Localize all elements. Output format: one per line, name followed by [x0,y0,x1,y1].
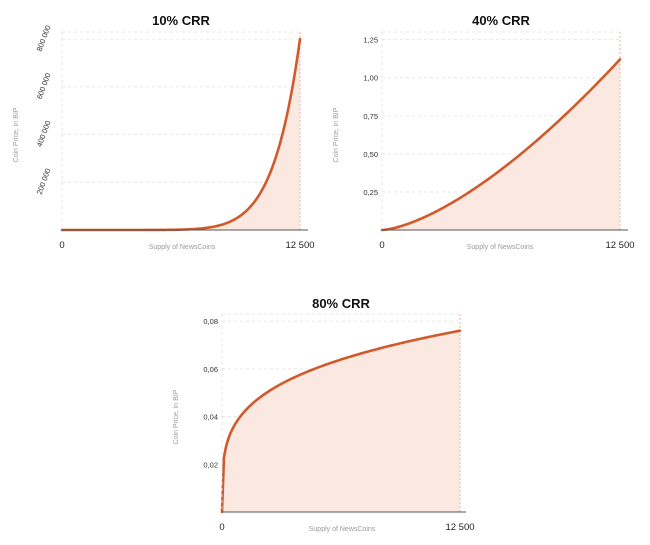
y-axis-label: Coin Price, in BIP [13,107,20,162]
x-tick-label: 0 [59,240,64,251]
y-tick-label: 0,02 [203,460,218,469]
y-tick-label: 0,25 [363,188,378,197]
chart-title: 80% CRR [312,296,370,311]
price-area [382,59,620,230]
chart-title: 40% CRR [472,13,530,28]
x-axis-label: Supply of NewsCoins [467,244,534,251]
y-tick-label: 0,04 [203,413,218,422]
x-axis-label: Supply of NewsCoins [309,526,376,533]
price-area [222,330,460,512]
y-tick-label: 600 000 [35,72,53,101]
price-curve [380,58,622,232]
x-tick-label: 12 500 [445,522,474,533]
chart-2: 40% CRR 0,25 0,50 0,75 1,00 1,25 0 12 500 Supply… [333,13,635,251]
y-tick-label: 800 000 [35,24,53,53]
y-tick-label: 0,75 [363,112,378,121]
chart-title: 10% CRR [152,13,210,28]
y-axis-label: Coin Price, in BIP [173,389,180,444]
price-area [62,39,300,230]
x-tick-label: 12 500 [605,240,634,251]
y-tick-label: 0,06 [203,365,218,374]
y-tick-label: 1,00 [363,74,378,83]
y-tick-label: 0,50 [363,150,378,159]
chart-3: 80% CRR 0,02 0,04 0,06 0,08 0 12 500 Supply of … [173,296,475,533]
x-tick-label: 12 500 [285,240,314,251]
y-tick-label: 400 000 [35,119,53,148]
chart-1: 10% CRR 200 000 400 000 600 000 800 000 0 12 5… [13,13,315,251]
x-tick-label: 0 [379,240,384,251]
y-axis-label: Coin Price, in BIP [333,107,340,162]
y-tick-label: 200 000 [35,167,53,196]
x-tick-label: 0 [219,522,224,533]
y-tick-label: 1,25 [363,36,378,45]
x-axis-label: Supply of NewsCoins [149,244,216,251]
price-curve [220,329,462,514]
y-tick-label: 0,08 [203,317,218,326]
